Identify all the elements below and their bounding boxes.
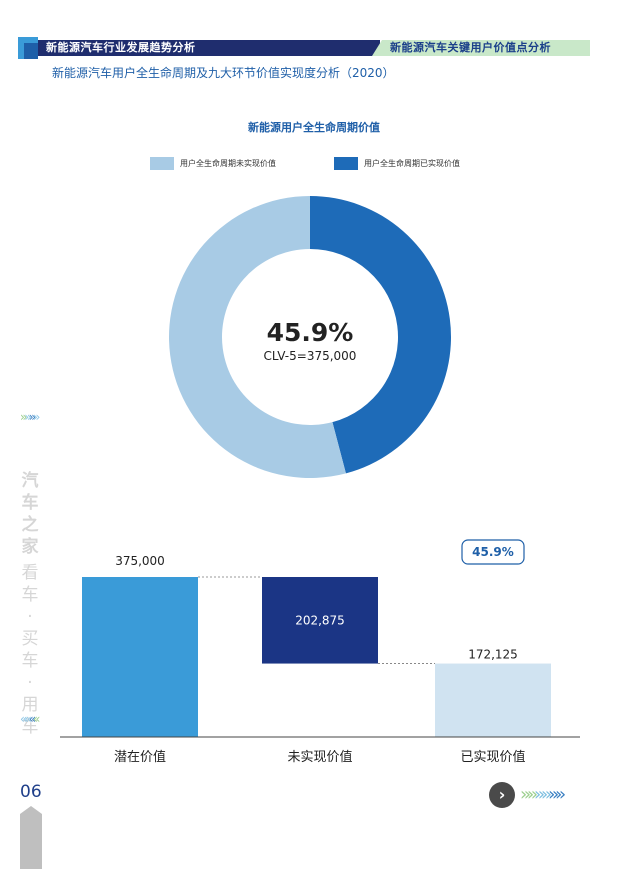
header-right-title: 新能源汽车关键用户价值点分析 <box>390 41 551 54</box>
header-left-title: 新能源汽车行业发展趋势分析 <box>46 41 196 54</box>
bar-unrealized <box>262 577 378 664</box>
slogan-vertical-text: 看车·买车·用车 <box>21 563 39 737</box>
annotation-badge <box>461 539 525 565</box>
donut-title: 新能源用户全生命周期价值 <box>248 120 380 134</box>
brand-vertical-text: 汽车之家 <box>21 471 39 557</box>
next-page-button[interactable]: › <box>489 782 515 808</box>
legend-swatch-unrealized <box>150 157 174 170</box>
value-label: 375,000 <box>115 554 165 568</box>
category-label: 潜在价值 <box>114 749 166 765</box>
side-brand-vertical: 汽车之家 看车·买车·用车 <box>18 470 42 738</box>
donut-center-label: CLV-5=375,000 <box>264 349 357 363</box>
annotation-badge-label: 45.9% <box>472 545 514 559</box>
donut-slice-realized <box>310 196 451 474</box>
category-label: 未实现价值 <box>287 749 352 765</box>
header-left-bar <box>20 40 380 56</box>
legend-swatch-realized <box>334 157 358 170</box>
legend-label-unrealized: 用户全生命周期未实现价值 <box>180 159 276 168</box>
donut-center-value: 45.9% <box>267 318 354 347</box>
donut-slice-unrealized <box>168 196 346 479</box>
waterfall-chart: 375,000 202,875 172,125 潜在价值 未实现价值 已实现价值 45.9% <box>60 539 580 765</box>
legend-label-realized: 用户全生命周期已实现价值 <box>364 159 460 168</box>
value-label: 202,875 <box>295 613 345 627</box>
bar-potential <box>82 577 198 737</box>
category-label: 已实现价值 <box>460 749 525 765</box>
side-chevrons-top-icon: »»»» <box>20 410 41 424</box>
page-subtitle: 新能源汽车用户全生命周期及九大环节价值实现度分析（2020） <box>52 66 395 80</box>
next-chevrons-icon: »»»»»» <box>520 784 566 805</box>
header-right-bar <box>372 40 590 56</box>
bar-realized <box>435 663 551 737</box>
side-chevrons-bottom-icon: «««« <box>20 712 41 726</box>
donut-chart <box>168 196 451 479</box>
value-label: 172,125 <box>468 648 518 662</box>
cube-logo-icon <box>18 37 38 59</box>
page-number: 06 <box>20 782 42 802</box>
page-tab-decoration <box>20 806 42 869</box>
